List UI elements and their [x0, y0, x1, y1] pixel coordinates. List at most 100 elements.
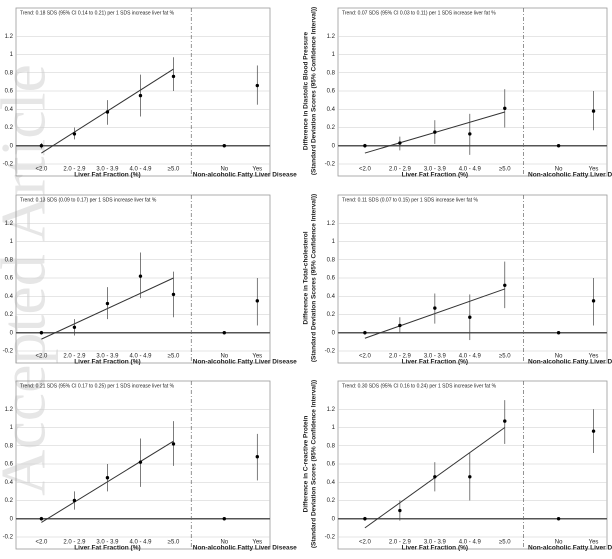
y-axis-title: Difference in C-reactive Protein [303, 416, 310, 513]
x-group-label: Liver Fat Fraction (%) [74, 359, 140, 366]
y-tick-label: 0.2 [327, 498, 336, 504]
x-group-label: Liver Fat Fraction (%) [402, 359, 468, 366]
y-tick-label: 0.2 [5, 125, 14, 131]
x-group-label: Non-alcoholic Fatty Liver Disease [528, 545, 612, 552]
x-tick-label: 3.0 - 3.9 [96, 540, 119, 546]
y-tick-label: 0.2 [327, 312, 336, 318]
x-tick-label: No [220, 167, 228, 173]
plot-frame [337, 7, 608, 177]
x-tick-label: 4.0 - 4.9 [129, 540, 152, 546]
plot-frame [337, 194, 608, 364]
y-tick-label: 0.8 [5, 257, 14, 263]
x-tick-label: <2.0 [35, 540, 48, 546]
x-tick-label: 4.0 - 4.9 [129, 354, 152, 360]
point [433, 130, 437, 134]
y-tick-label: 1.2 [5, 34, 14, 40]
y-tick-label: 0.4 [327, 107, 336, 113]
y-tick-label: 0.2 [5, 498, 14, 504]
point [591, 429, 596, 433]
y-tick-label: 0.8 [5, 443, 14, 449]
x-group-label: Non-alcoholic Fatty Liver Disease [193, 172, 297, 179]
y-tick-label: 1 [10, 52, 14, 58]
x-group-label: Liver Fat Fraction (%) [402, 545, 468, 552]
y-tick-label: 0.2 [327, 125, 336, 131]
point [363, 331, 367, 335]
point [255, 83, 259, 88]
annotation: Trend: 0.18 SDS (95% CI 0.14 to 0.21) pe… [20, 10, 175, 16]
x-tick-label: 2.0 - 2.9 [63, 167, 86, 173]
x-tick-label: 4.0 - 4.9 [459, 354, 482, 360]
y-axis-title: (Standard Deviation Scores (95% Confiden… [311, 194, 318, 362]
y-tick-label: -0.2 [325, 162, 336, 168]
y-tick-label: 0 [332, 330, 336, 336]
x-tick-label: Yes [589, 540, 599, 546]
y-tick-label: 0.4 [327, 480, 336, 486]
x-tick-label: <2.0 [359, 167, 372, 173]
point [138, 274, 143, 278]
y-tick-label: 0.4 [5, 480, 14, 486]
point [72, 132, 77, 136]
x-group-label: Non-alcoholic Fatty Liver Disease [528, 172, 612, 179]
x-tick-label: 4.0 - 4.9 [129, 167, 152, 173]
y-tick-label: 1 [332, 425, 336, 431]
point [39, 144, 44, 148]
x-tick-label: ≥5.0 [168, 540, 180, 546]
x-tick-label: 3.0 - 3.9 [424, 354, 447, 360]
point [171, 442, 176, 446]
x-tick-label: Yes [252, 540, 262, 546]
y-tick-label: 1.2 [5, 221, 14, 227]
y-tick-label: 0.8 [327, 257, 336, 263]
x-tick-label: 2.0 - 2.9 [63, 540, 86, 546]
y-tick-label: 0.8 [327, 443, 336, 449]
plot-frame [15, 194, 271, 364]
y-tick-label: -0.2 [3, 535, 14, 541]
point [222, 144, 226, 148]
point [503, 106, 507, 111]
y-tick-label: 1 [332, 52, 336, 58]
x-tick-label: Yes [252, 167, 262, 173]
x-tick-label: <2.0 [359, 540, 372, 546]
y-tick-label: 0 [10, 516, 14, 522]
x-group-label: Non-alcoholic Fatty Liver Disease [193, 545, 297, 552]
x-tick-label: 2.0 - 2.9 [389, 540, 412, 546]
annotation: Trend: 0.13 SDS (0.09 to 0.17) per 1 SDS… [20, 197, 157, 203]
point [363, 144, 367, 148]
point [363, 517, 367, 521]
y-tick-label: 0.8 [5, 70, 14, 76]
point [433, 306, 437, 310]
point [591, 299, 596, 303]
x-tick-label: ≥5.0 [499, 167, 511, 173]
point [398, 323, 402, 328]
x-tick-label: Yes [589, 167, 599, 173]
y-tick-label: 1 [10, 239, 14, 245]
point [39, 517, 44, 521]
y-tick-label: 0 [332, 516, 336, 522]
point [398, 508, 402, 513]
x-group-label: Non-alcoholic Fatty Liver Disease [528, 359, 612, 366]
x-tick-label: <2.0 [35, 354, 48, 360]
annotation: Trend: 0.07 SDS (95% CI 0.03 to 0.11) pe… [342, 10, 496, 16]
x-tick-label: 2.0 - 2.9 [63, 354, 86, 360]
y-tick-label: 0.8 [327, 70, 336, 76]
y-tick-label: 0 [332, 143, 336, 149]
x-tick-label: No [220, 540, 228, 546]
y-tick-label: 1 [10, 425, 14, 431]
x-group-label: Liver Fat Fraction (%) [74, 172, 140, 179]
y-axis-title: (Standard Deviation Scores (95% Confiden… [311, 380, 318, 548]
y-tick-label: 0.4 [5, 294, 14, 300]
point [138, 460, 143, 464]
x-tick-label: <2.0 [359, 354, 372, 360]
point [468, 315, 472, 319]
y-tick-label: 1.2 [327, 34, 336, 40]
point [39, 331, 44, 335]
point [433, 475, 437, 479]
point [556, 144, 561, 148]
y-tick-label: -0.2 [3, 349, 14, 355]
x-tick-label: ≥5.0 [499, 540, 511, 546]
y-tick-label: 0.2 [5, 312, 14, 318]
y-tick-label: 0.6 [327, 276, 336, 282]
y-tick-label: 0.6 [5, 89, 14, 95]
y-axis-title: Difference in Diastolic Blood Pressure [303, 32, 310, 151]
plot-frame [337, 380, 608, 550]
